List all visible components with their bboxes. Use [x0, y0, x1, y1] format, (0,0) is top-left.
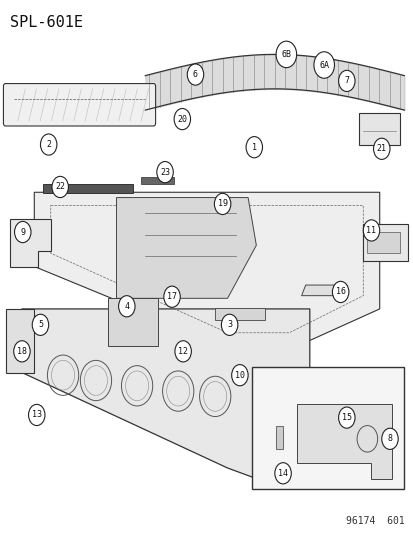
Text: 1: 1: [251, 143, 256, 152]
Circle shape: [14, 341, 30, 362]
Text: 6: 6: [192, 70, 197, 79]
Polygon shape: [301, 285, 346, 296]
Text: 12: 12: [178, 347, 188, 356]
Text: 16: 16: [335, 287, 345, 296]
Circle shape: [338, 407, 354, 428]
Text: 21: 21: [376, 144, 386, 154]
Bar: [358, 113, 399, 144]
Text: 19: 19: [217, 199, 227, 208]
Circle shape: [231, 365, 247, 386]
Text: 7: 7: [344, 76, 349, 85]
Polygon shape: [297, 405, 391, 479]
Bar: [108, 298, 157, 346]
Text: 23: 23: [160, 167, 170, 176]
Circle shape: [338, 70, 354, 92]
Text: 3: 3: [227, 320, 232, 329]
Circle shape: [14, 221, 31, 243]
Text: 13: 13: [32, 410, 42, 419]
Bar: [366, 232, 399, 253]
Circle shape: [175, 341, 191, 362]
Circle shape: [52, 176, 68, 198]
Text: 18: 18: [17, 347, 27, 356]
Circle shape: [164, 286, 180, 308]
FancyBboxPatch shape: [252, 367, 404, 489]
Text: 17: 17: [166, 292, 177, 301]
Text: 14: 14: [278, 469, 287, 478]
Circle shape: [362, 220, 379, 241]
Circle shape: [332, 281, 348, 303]
Polygon shape: [9, 219, 51, 266]
Circle shape: [245, 136, 262, 158]
Text: 9: 9: [20, 228, 25, 237]
Circle shape: [313, 52, 334, 78]
Circle shape: [118, 296, 135, 317]
Text: 4: 4: [124, 302, 129, 311]
Text: 2: 2: [46, 140, 51, 149]
Polygon shape: [116, 198, 256, 298]
Text: 6B: 6B: [281, 50, 291, 59]
Text: 5: 5: [38, 320, 43, 329]
Text: SPL-601E: SPL-601E: [9, 14, 83, 30]
Text: 20: 20: [177, 115, 187, 124]
Bar: [215, 308, 264, 319]
Circle shape: [174, 109, 190, 130]
Bar: [5, 309, 34, 373]
Circle shape: [157, 161, 173, 183]
Circle shape: [275, 41, 296, 68]
Circle shape: [373, 138, 389, 159]
Text: 10: 10: [234, 370, 244, 379]
Bar: [141, 177, 174, 184]
Polygon shape: [22, 309, 309, 479]
Text: 15: 15: [341, 413, 351, 422]
Bar: [275, 425, 282, 449]
Polygon shape: [34, 192, 379, 346]
Circle shape: [187, 64, 203, 85]
Text: 11: 11: [366, 226, 375, 235]
Circle shape: [214, 193, 230, 215]
Circle shape: [274, 463, 291, 484]
Bar: [43, 184, 133, 193]
Text: 22: 22: [55, 182, 65, 191]
Circle shape: [32, 314, 49, 335]
Text: 96174  601: 96174 601: [345, 516, 404, 526]
Text: 6A: 6A: [318, 61, 328, 69]
Polygon shape: [362, 224, 408, 261]
Circle shape: [40, 134, 57, 155]
Circle shape: [28, 405, 45, 425]
Text: 8: 8: [387, 434, 392, 443]
Circle shape: [221, 314, 237, 335]
Circle shape: [381, 428, 397, 449]
FancyBboxPatch shape: [3, 84, 155, 126]
